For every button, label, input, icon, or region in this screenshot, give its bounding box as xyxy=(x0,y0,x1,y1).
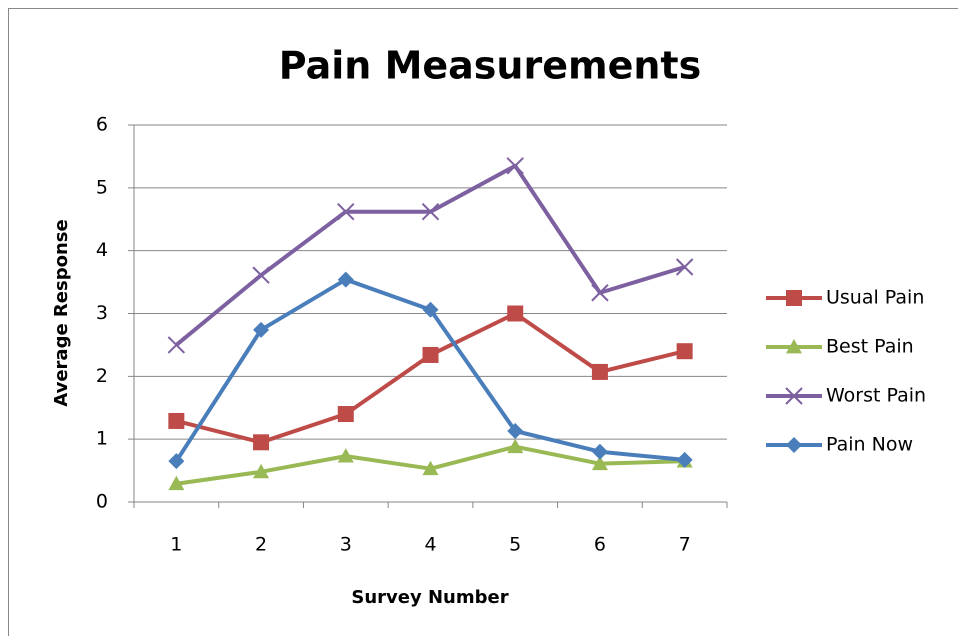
data-point xyxy=(168,475,185,491)
data-point xyxy=(167,336,186,354)
data-point xyxy=(676,343,693,360)
legend-label: Pain Now xyxy=(826,434,913,456)
data-point xyxy=(507,438,524,454)
data-point xyxy=(591,284,609,302)
x-tick-label: 4 xyxy=(424,534,436,556)
data-point xyxy=(253,434,270,451)
data-point xyxy=(422,301,439,318)
data-point xyxy=(337,448,354,463)
y-tick-label: 0 xyxy=(96,491,108,513)
data-point xyxy=(421,203,440,221)
data-point xyxy=(168,453,185,470)
data-point xyxy=(507,305,524,322)
x-tick-label: 5 xyxy=(509,534,521,556)
data-point xyxy=(591,363,608,380)
y-tick-label: 4 xyxy=(96,239,108,261)
legend-marker xyxy=(786,290,802,306)
x-tick-label: 1 xyxy=(170,534,182,556)
chart-border xyxy=(8,8,958,636)
data-point xyxy=(422,460,439,476)
y-tick-label: 5 xyxy=(96,176,108,198)
data-point xyxy=(422,346,439,363)
data-point xyxy=(337,271,354,288)
data-point xyxy=(591,443,608,460)
data-point xyxy=(675,258,694,276)
x-tick-label: 6 xyxy=(594,534,606,556)
y-axis-title: Average Response xyxy=(51,219,72,406)
x-tick-label: 3 xyxy=(340,534,352,556)
legend-label: Usual Pain xyxy=(826,287,924,309)
legend-marker xyxy=(786,339,802,354)
legend-marker xyxy=(785,387,803,405)
data-point xyxy=(337,406,354,423)
data-point xyxy=(506,157,524,175)
x-tick-label: 7 xyxy=(679,534,691,556)
x-axis-title: Survey Number xyxy=(351,587,508,608)
data-point xyxy=(252,266,270,284)
series-line xyxy=(175,311,686,445)
legend-label: Worst Pain xyxy=(826,385,926,407)
data-point xyxy=(507,422,524,439)
x-tick-label: 2 xyxy=(255,534,267,556)
data-point xyxy=(591,455,608,471)
series-line xyxy=(175,163,686,347)
data-point xyxy=(337,203,355,221)
y-tick-label: 3 xyxy=(96,302,108,324)
legend-label: Best Pain xyxy=(826,336,914,358)
data-point xyxy=(253,463,270,479)
y-tick-label: 1 xyxy=(96,428,108,450)
legend-marker xyxy=(786,437,802,453)
y-tick-label: 2 xyxy=(96,365,108,387)
chart-title: Pain Measurements xyxy=(279,44,701,88)
y-tick-label: 6 xyxy=(96,114,108,136)
data-point xyxy=(168,412,185,429)
data-point xyxy=(253,321,270,338)
data-point xyxy=(676,451,693,468)
